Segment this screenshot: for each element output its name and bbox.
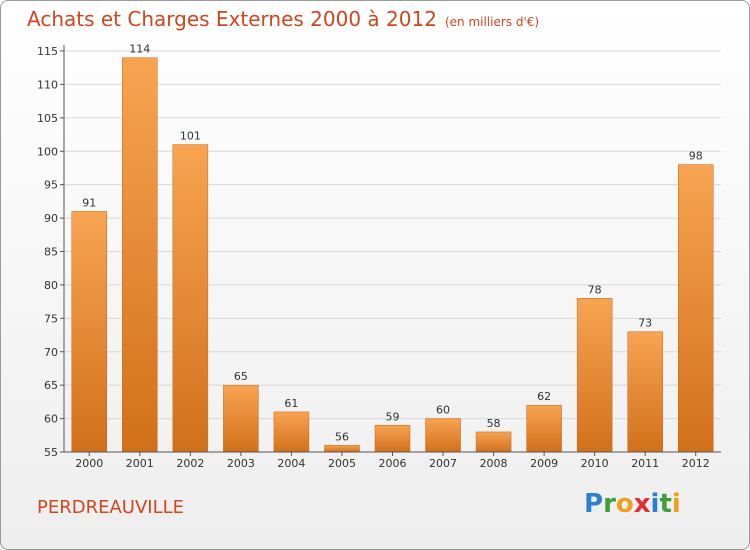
bar-value-label: 56 (335, 430, 349, 443)
logo-letter: o (615, 489, 634, 519)
bar-value-label: 58 (487, 417, 501, 430)
y-tick-label: 100 (37, 145, 58, 158)
y-tick-label: 95 (44, 179, 58, 192)
y-tick-label: 85 (44, 246, 58, 259)
bar-value-label: 91 (82, 196, 96, 209)
x-tick-label: 2008 (480, 457, 508, 470)
proxiti-logo[interactable]: Proxiti (584, 489, 681, 519)
bar-value-label: 60 (436, 404, 450, 417)
y-tick-label: 75 (44, 312, 58, 325)
bar-value-label: 59 (386, 410, 400, 423)
bar-value-label: 114 (129, 43, 150, 56)
y-tick-label: 105 (37, 112, 58, 125)
bar-value-label: 73 (638, 317, 652, 330)
bar-2004 (273, 411, 310, 453)
logo-letter: x (633, 489, 651, 519)
bar-value-label: 65 (234, 370, 248, 383)
bar-value-label: 78 (588, 283, 602, 296)
bar-2012 (677, 164, 714, 453)
gridlines (64, 50, 721, 420)
chart-subtitle: (en milliers d'€) (444, 15, 540, 29)
bar-2011 (627, 331, 663, 453)
bar-2002 (172, 144, 209, 453)
bar-2008 (475, 431, 512, 453)
y-tick-label: 115 (37, 45, 58, 58)
bar-2000 (71, 211, 108, 453)
y-tick-label: 90 (44, 212, 58, 225)
logo-letter: t (659, 489, 672, 519)
bar-value-label: 61 (284, 397, 298, 410)
logo-letter: i (671, 489, 681, 519)
logo-letter: P (584, 489, 604, 519)
axes: 55 60 65 70 75 80 85 90 95 100 105 110 115 2000 2001 20… (37, 45, 721, 470)
x-tick-label: 2010 (581, 457, 609, 470)
y-tick-label: 55 (44, 446, 58, 459)
bar-2003 (223, 384, 259, 453)
bar-value-label: 98 (689, 150, 703, 163)
x-tick-label: 2004 (277, 457, 305, 470)
x-tick-label: 2006 (379, 457, 407, 470)
chart-title-text: Achats et Charges Externes 2000 à 2012 (27, 7, 437, 31)
city-name: PERDREAUVILLE (37, 497, 185, 518)
bar-value-label: 62 (537, 390, 551, 403)
y-tick-label: 70 (44, 346, 58, 359)
chart-title: Achats et Charges Externes 2000 à 2012 (e… (27, 7, 539, 31)
x-tick-label: 2002 (176, 457, 204, 470)
bar-2001 (122, 57, 158, 453)
x-tick-label: 2012 (682, 457, 710, 470)
logo-letter: i (650, 489, 660, 519)
x-tick-label: 2011 (631, 457, 659, 470)
x-tick-label: 2009 (530, 457, 558, 470)
bar-2009 (526, 404, 562, 453)
bar-value-label: 101 (180, 130, 201, 143)
y-tick-label: 65 (44, 379, 58, 392)
y-tick-label: 60 (44, 413, 58, 426)
bars: 91 114 101 65 61 56 59 60 58 62 78 73 98 (71, 43, 714, 453)
bar-2010 (576, 298, 613, 453)
x-tick-label: 2000 (75, 457, 103, 470)
bar-2006 (374, 425, 411, 453)
x-tick-label: 2001 (126, 457, 154, 470)
x-tick-label: 2007 (429, 457, 457, 470)
y-tick-label: 80 (44, 279, 58, 292)
bar-2007 (425, 418, 461, 453)
x-tick-label: 2005 (328, 457, 356, 470)
bar-2005 (324, 445, 360, 453)
logo-letter: r (603, 489, 616, 519)
y-tick-label: 110 (37, 78, 58, 91)
x-tick-label: 2003 (227, 457, 255, 470)
